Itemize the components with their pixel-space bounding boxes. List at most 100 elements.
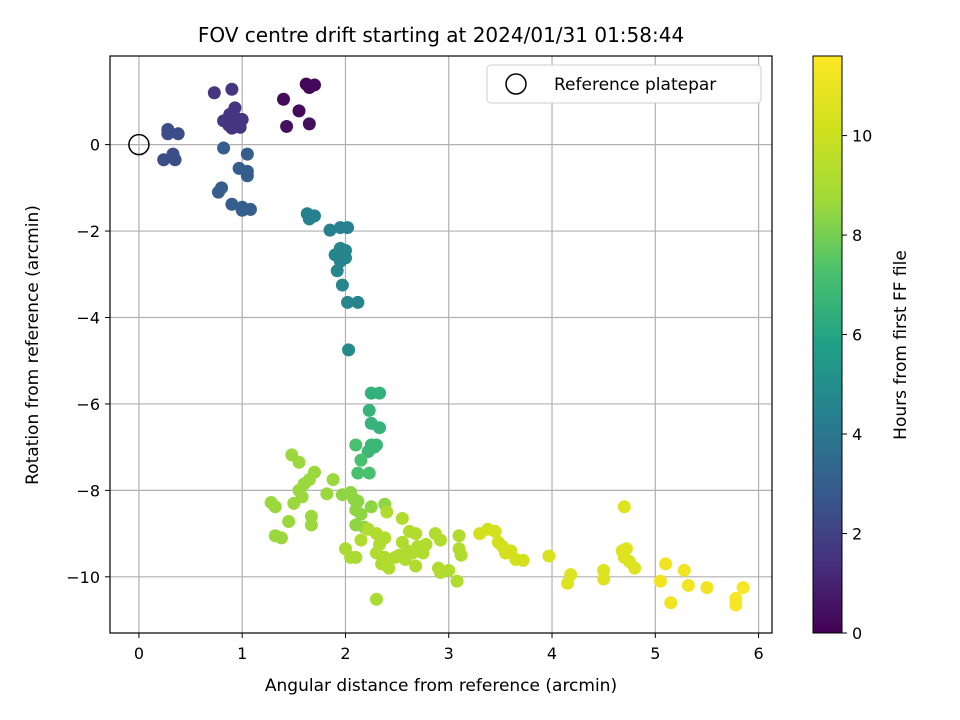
colorbar-tick-label: 8 <box>852 226 862 245</box>
data-point <box>341 295 355 309</box>
data-point <box>488 524 502 538</box>
data-point <box>700 581 714 595</box>
data-point <box>335 278 349 292</box>
data-point <box>211 185 225 199</box>
legend: Reference platepar <box>486 64 762 104</box>
x-axis-ticks: 0 1 2 3 4 5 6 <box>134 633 764 663</box>
data-point <box>282 514 296 528</box>
data-point <box>416 546 430 560</box>
data-point <box>277 92 291 106</box>
x-tick-label: 1 <box>237 644 247 663</box>
legend-marker <box>505 73 527 95</box>
data-point <box>452 529 466 543</box>
y-tick-label: 0 <box>90 136 100 155</box>
data-point <box>454 548 468 562</box>
data-point <box>369 438 383 452</box>
reference-platepar-marker <box>128 133 150 156</box>
y-tick-label: −4 <box>76 308 100 327</box>
data-point <box>364 500 378 514</box>
colorbar-tick-label: 0 <box>852 624 862 643</box>
data-point <box>380 505 394 519</box>
x-tick-label: 2 <box>340 644 350 663</box>
data-point <box>659 557 673 571</box>
x-axis-label: Angular distance from reference (arcmin) <box>265 676 617 696</box>
data-point <box>409 559 423 573</box>
data-point <box>228 101 242 115</box>
data-point <box>280 119 294 133</box>
data-point <box>354 507 368 521</box>
data-point <box>450 574 464 588</box>
colorbar: 0 2 4 6 8 10 Hours from first FF file <box>812 55 911 643</box>
data-point <box>351 295 365 309</box>
data-point <box>373 421 387 435</box>
data-point <box>619 542 633 556</box>
data-point <box>292 455 306 469</box>
data-point <box>395 511 409 525</box>
legend-label: Reference platepar <box>554 75 716 95</box>
x-tick-label: 0 <box>134 644 144 663</box>
data-point <box>681 578 695 592</box>
data-point <box>302 117 316 131</box>
colorbar-tick-label: 4 <box>852 425 862 444</box>
data-point <box>351 466 365 480</box>
data-point <box>274 531 288 545</box>
data-point <box>225 82 239 96</box>
y-tick-label: −6 <box>76 395 100 414</box>
plot-frame <box>109 55 773 634</box>
data-point <box>225 197 239 211</box>
data-point <box>597 572 611 586</box>
data-point <box>362 403 376 417</box>
data-point <box>542 549 556 563</box>
colorbar-frame <box>812 55 843 634</box>
data-point <box>342 343 356 357</box>
data-point <box>330 264 344 278</box>
data-point <box>287 496 301 510</box>
data-point <box>320 487 334 501</box>
data-point <box>161 127 175 141</box>
legend-box <box>486 64 762 104</box>
y-tick-label: −10 <box>66 568 100 587</box>
data-point <box>349 550 363 564</box>
colorbar-tick-label: 10 <box>852 127 872 146</box>
data-point <box>268 500 282 514</box>
data-point <box>729 598 743 612</box>
x-tick-label: 5 <box>650 644 660 663</box>
data-point <box>736 581 750 595</box>
data-point <box>240 147 254 161</box>
data-point <box>326 473 340 487</box>
x-tick-label: 3 <box>444 644 454 663</box>
data-point <box>677 563 691 577</box>
data-point <box>369 592 383 606</box>
data-point <box>354 453 368 467</box>
data-point <box>307 78 321 92</box>
data-point <box>349 438 363 452</box>
y-axis-label: Rotation from reference (arcmin) <box>23 205 43 485</box>
data-point <box>341 221 355 235</box>
colorbar-ticks: 0 2 4 6 8 10 <box>842 127 872 643</box>
data-point <box>516 553 530 567</box>
data-point <box>617 500 631 514</box>
data-point <box>442 563 456 577</box>
data-point <box>157 153 171 167</box>
data-point <box>362 466 376 480</box>
data-point <box>653 574 667 588</box>
data-point <box>240 169 254 183</box>
data-points <box>157 77 750 612</box>
data-point <box>628 561 642 575</box>
data-point <box>168 153 182 167</box>
data-point <box>664 596 678 610</box>
data-point <box>373 386 387 400</box>
data-point <box>302 212 316 226</box>
x-tick-label: 4 <box>547 644 557 663</box>
chart-title: FOV centre drift starting at 2024/01/31 … <box>198 23 684 47</box>
data-point <box>409 527 423 541</box>
data-point <box>354 533 368 547</box>
data-point <box>227 116 241 130</box>
data-point <box>433 533 447 547</box>
data-point <box>292 104 306 118</box>
data-point <box>564 568 578 582</box>
data-point <box>323 223 337 237</box>
colorbar-gradient <box>813 56 842 633</box>
data-point <box>207 86 221 100</box>
data-point <box>217 141 231 155</box>
